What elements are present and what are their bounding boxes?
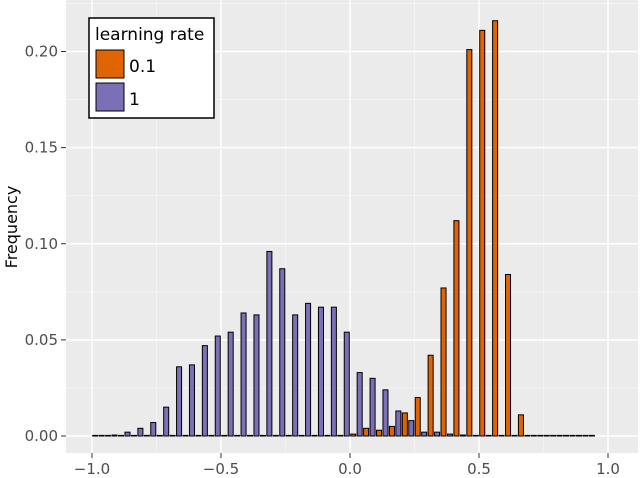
legend-label-0-1: 0.1 [129, 57, 156, 77]
bar-0_1-19 [337, 434, 344, 437]
y-axis: 0.00 0.05 0.10 0.15 0.20 [25, 43, 66, 445]
bar-1-36 [563, 434, 570, 437]
bar-0_1-16 [298, 434, 305, 437]
bar-0_1-13 [259, 434, 266, 437]
bar-1-33 [524, 434, 531, 437]
bar-1-8 [201, 345, 208, 437]
bar-0_1-4 [143, 434, 150, 437]
bar-0_1-12 [247, 434, 254, 437]
bar-0_1-14 [272, 434, 279, 437]
bar-0_1-21 [363, 427, 370, 437]
bar-0_1-27 [440, 287, 447, 437]
x-tick-label: −0.5 [203, 460, 239, 478]
bar-0_1-6 [169, 434, 176, 437]
bar-1-10 [227, 331, 234, 437]
bar-1-14 [279, 268, 286, 437]
bar-0_1-10 [221, 434, 228, 437]
bar-1-4 [150, 422, 157, 437]
bar-0_1-22 [376, 429, 383, 437]
legend-swatch-1 [95, 82, 125, 112]
bar-1-2 [124, 431, 131, 437]
bar-1-31 [498, 434, 505, 437]
legend-label-1: 1 [129, 90, 140, 110]
bar-1-35 [550, 434, 557, 437]
bar-0_1-11 [234, 434, 241, 437]
bar-1-6 [176, 366, 183, 437]
bar-1-15 [292, 314, 299, 437]
bar-1-28 [459, 434, 466, 437]
bar-1-24 [408, 420, 415, 437]
bar-0_1-5 [156, 434, 163, 437]
bar-0_1-29 [466, 49, 473, 437]
legend-title: learning rate [95, 25, 204, 45]
bar-1-16 [305, 302, 312, 437]
bars [92, 20, 595, 437]
bar-0_1-15 [285, 434, 292, 437]
bar-1-9 [214, 335, 221, 437]
y-tick-label: 0.20 [25, 43, 58, 61]
bar-1-13 [266, 250, 273, 437]
bar-1-38 [588, 434, 595, 437]
bar-1-32 [511, 434, 518, 437]
bar-0_1-20 [350, 433, 357, 437]
bar-1-20 [356, 372, 363, 437]
bar-0_1-18 [324, 434, 331, 437]
bar-1-25 [421, 431, 428, 437]
bar-1-0 [98, 434, 105, 437]
x-tick-label: 0.5 [467, 460, 491, 478]
x-tick-label: 0.0 [338, 460, 362, 478]
bar-0_1-25 [414, 397, 421, 437]
bar-1-23 [395, 410, 402, 437]
x-tick-label: −1.0 [74, 460, 110, 478]
bar-0_1-1 [105, 434, 112, 437]
y-tick-label: 0.10 [25, 235, 58, 253]
bar-1-3 [137, 427, 144, 437]
bar-1-34 [537, 434, 544, 437]
y-tick-label: 0.00 [25, 427, 58, 445]
bar-0_1-23 [388, 425, 395, 437]
legend: learning rate 0.1 1 [88, 17, 215, 119]
bar-0_1-38 [582, 434, 589, 437]
bar-0_1-35 [543, 434, 550, 437]
bar-0_1-36 [556, 434, 563, 437]
bar-1-19 [343, 331, 350, 437]
bar-0_1-37 [569, 434, 576, 437]
bar-1-7 [188, 364, 195, 437]
bar-1-18 [330, 306, 337, 437]
bar-1-1 [111, 434, 118, 437]
bar-0_1-33 [517, 414, 524, 437]
y-axis-title: Frequency [2, 186, 21, 269]
bar-1-26 [434, 431, 441, 437]
bar-0_1-2 [118, 434, 125, 437]
bar-0_1-28 [453, 220, 460, 437]
bar-1-17 [317, 306, 324, 437]
x-tick-label: 1.0 [596, 460, 620, 478]
bar-1-30 [485, 434, 492, 437]
bar-1-21 [369, 377, 376, 437]
bar-0_1-7 [182, 434, 189, 437]
x-axis: −1.0 −0.5 0.0 0.5 1.0 [74, 453, 620, 478]
legend-swatch-0-1 [95, 49, 125, 79]
bar-1-11 [240, 312, 247, 437]
bar-1-22 [382, 389, 389, 437]
bar-1-5 [163, 406, 170, 437]
bar-0_1-31 [492, 20, 499, 437]
bar-1-12 [253, 314, 260, 437]
bar-1-37 [575, 434, 582, 437]
bar-0_1-24 [401, 412, 408, 437]
bar-0_1-17 [311, 434, 318, 437]
bar-0_1-0 [92, 434, 99, 437]
bar-0_1-26 [427, 354, 434, 437]
bar-0_1-8 [195, 434, 202, 437]
bar-0_1-3 [130, 434, 137, 437]
bar-1-29 [472, 434, 479, 437]
bar-0_1-9 [208, 434, 215, 437]
bar-1-27 [446, 433, 453, 437]
y-tick-label: 0.05 [25, 331, 58, 349]
bar-0_1-30 [479, 29, 486, 437]
bar-0_1-34 [530, 434, 537, 437]
y-tick-label: 0.15 [25, 139, 58, 157]
bar-0_1-32 [505, 274, 512, 437]
